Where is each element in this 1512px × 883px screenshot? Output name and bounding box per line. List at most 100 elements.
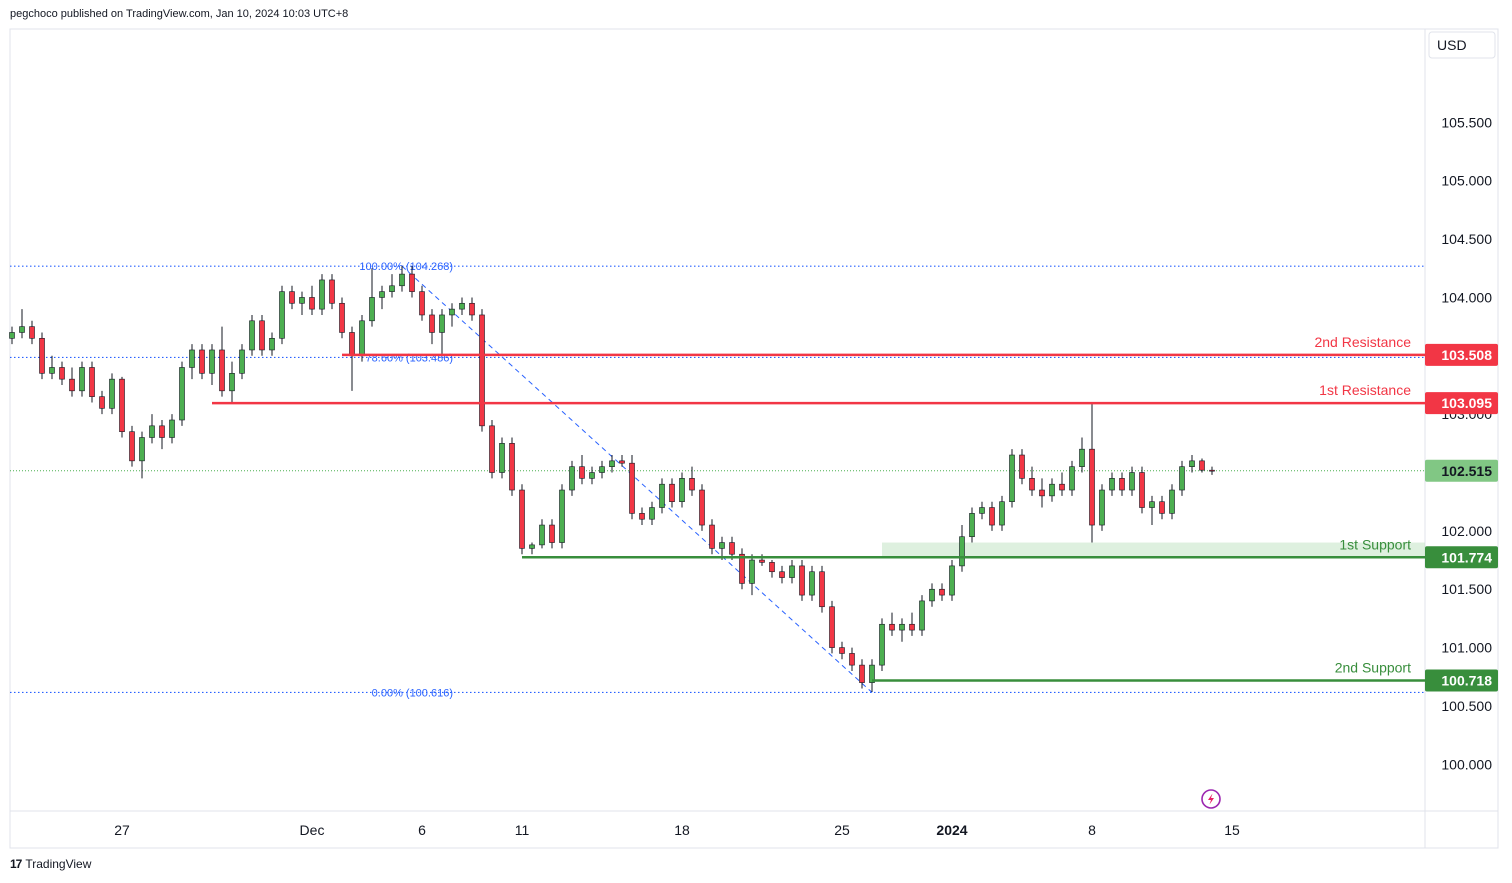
candle: [129, 425, 135, 467]
candle: [969, 507, 975, 543]
support-resistance-levels[interactable]: 2nd Resistance 1st Resistance 1st Support 2…: [212, 334, 1425, 682]
support-level[interactable]: 2nd Support: [872, 660, 1425, 682]
x-tick-label: 25: [834, 822, 850, 838]
candle: [889, 612, 895, 636]
y-tick-label: 105.500: [1441, 114, 1492, 130]
candle: [1099, 484, 1105, 531]
candle: [29, 320, 35, 345]
y-tick-label: 100.500: [1441, 698, 1492, 714]
candle: [1029, 466, 1035, 496]
candle: [379, 285, 385, 310]
fib-level-label: 100.00% (104.268): [359, 261, 453, 273]
candle: [509, 437, 515, 496]
candle: [959, 525, 965, 572]
candle: [529, 542, 535, 555]
candle: [1209, 466, 1215, 475]
candle: [539, 519, 545, 549]
candle: [909, 612, 915, 636]
candle: [559, 484, 565, 549]
fib-trend-line[interactable]: [401, 265, 873, 693]
support-price-tag: 101.774: [1425, 546, 1498, 569]
level-name: 1st Support: [1339, 536, 1411, 552]
resistance-level[interactable]: 1st Resistance: [212, 382, 1425, 405]
candle: [899, 618, 905, 642]
x-tick-label: 6: [418, 822, 426, 838]
candle: [219, 326, 225, 397]
candle: [659, 478, 665, 514]
y-tick-label: 101.500: [1441, 581, 1492, 597]
currency-selector[interactable]: USD: [1428, 31, 1496, 59]
candle: [399, 265, 405, 292]
candle: [629, 455, 635, 520]
candle: [1059, 472, 1065, 496]
price-tags: 103.508 103.095 101.774 100.718 102.515: [1425, 343, 1498, 692]
price-tag-text: 102.515: [1441, 463, 1492, 479]
x-tick-label: 8: [1088, 822, 1096, 838]
candles: [9, 265, 1215, 692]
candle: [299, 291, 305, 315]
candle: [149, 414, 155, 444]
candle: [789, 560, 795, 584]
candle: [339, 297, 345, 339]
resistance-price-tag: 103.095: [1425, 392, 1498, 415]
candle: [489, 420, 495, 479]
candle: [9, 326, 15, 345]
price-tag-text: 103.508: [1441, 347, 1492, 363]
candle: [89, 361, 95, 403]
candle: [109, 373, 115, 415]
candle: [1079, 437, 1085, 473]
candle: [799, 560, 805, 601]
lightning-icon[interactable]: [1201, 789, 1221, 809]
candle: [999, 495, 1005, 531]
candle: [209, 344, 215, 385]
candle: [849, 647, 855, 671]
candle: [1189, 455, 1195, 473]
candle: [979, 501, 985, 520]
candle: [429, 309, 435, 345]
candle: [699, 484, 705, 531]
candle: [19, 309, 25, 339]
candle: [549, 519, 555, 549]
candle: [449, 303, 455, 327]
candle: [769, 560, 775, 578]
candle: [39, 332, 45, 380]
candle: [1089, 402, 1095, 543]
support-level[interactable]: 1st Support: [522, 536, 1425, 559]
candle: [1149, 495, 1155, 526]
candle: [679, 472, 685, 508]
plot-area[interactable]: [9, 28, 1426, 812]
candle: [1159, 495, 1165, 520]
candle: [439, 309, 445, 356]
candle: [829, 600, 835, 654]
candle: [469, 297, 475, 321]
support-price-tag: 100.718: [1425, 669, 1498, 692]
price-tag-text: 101.774: [1441, 549, 1492, 565]
resistance-level[interactable]: 2nd Resistance: [342, 334, 1425, 357]
support-zone: [882, 542, 1425, 558]
publisher-caption: pegchoco published on TradingView.com, J…: [10, 8, 349, 20]
support-zones: [882, 542, 1425, 558]
candle: [139, 431, 145, 479]
candle: [919, 595, 925, 636]
candle: [779, 565, 785, 584]
candle: [49, 355, 55, 380]
x-tick-label: 15: [1224, 822, 1240, 838]
candle: [1069, 460, 1075, 496]
candle: [579, 455, 585, 485]
candle: [499, 437, 505, 479]
resistance-price-tag: 103.508: [1425, 343, 1498, 366]
tradingview-logo[interactable]: 17 TradingView: [10, 857, 91, 871]
time-scale[interactable]: [9, 810, 1499, 849]
candle: [939, 583, 945, 601]
tradingview-brand: TradingView: [25, 857, 92, 871]
candle: [599, 460, 605, 479]
candle: [239, 344, 245, 380]
candle: [1049, 478, 1055, 502]
candle: [159, 420, 165, 450]
candle: [569, 460, 575, 496]
currency-label: USD: [1437, 37, 1467, 53]
candle: [179, 361, 185, 426]
candle: [1109, 472, 1115, 496]
candle: [949, 560, 955, 601]
